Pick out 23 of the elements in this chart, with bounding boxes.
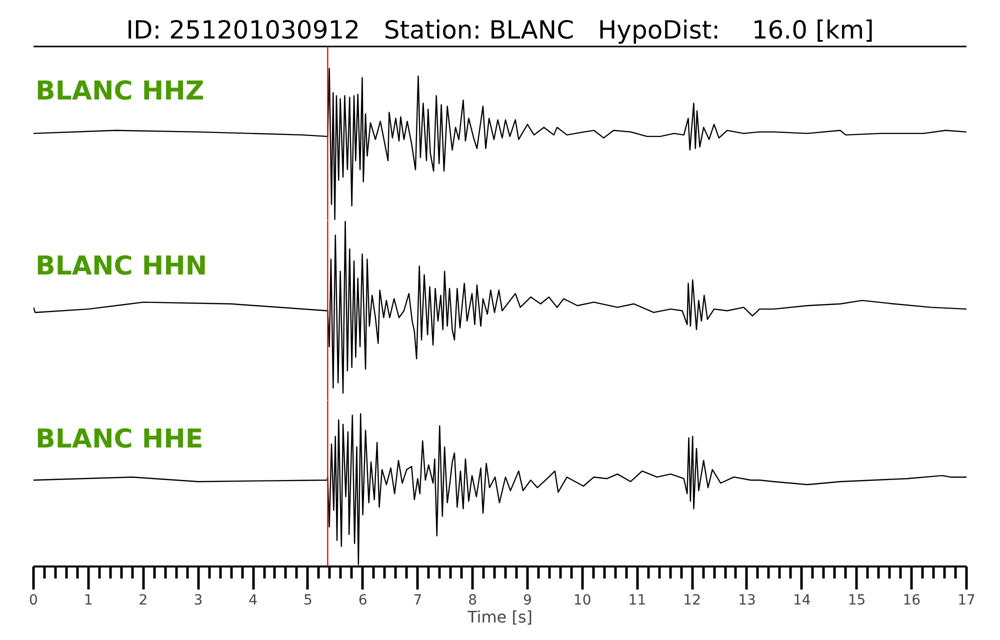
x-tick-label: 8 bbox=[468, 592, 478, 608]
x-tick-label: 15 bbox=[848, 592, 866, 608]
chart-title: ID: 251201030912 Station: BLANC HypoDist: 16.0 [km] bbox=[126, 16, 874, 44]
x-tick-label: 5 bbox=[303, 592, 312, 608]
x-tick-label: 0 bbox=[29, 592, 38, 608]
x-tick-label: 17 bbox=[958, 592, 976, 608]
series-label: BLANC HHZ bbox=[36, 76, 204, 106]
x-tick-label: 7 bbox=[413, 592, 422, 608]
x-tick-label: 4 bbox=[248, 592, 258, 608]
x-tick-label: 16 bbox=[902, 592, 921, 608]
series-label: BLANC HHN bbox=[36, 252, 208, 282]
x-tick-label: 13 bbox=[738, 592, 756, 608]
x-tick-label: 2 bbox=[138, 592, 148, 608]
x-tick-label: 3 bbox=[194, 592, 203, 608]
series-label: BLANC HHE bbox=[36, 424, 204, 454]
x-tick-label: 9 bbox=[522, 592, 532, 608]
x-tick-label: 1 bbox=[84, 592, 93, 608]
x-tick-label: 10 bbox=[573, 592, 592, 608]
x-tick-label: 12 bbox=[683, 592, 702, 608]
x-tick-label: 6 bbox=[358, 592, 368, 608]
x-axis-title: Time [s] bbox=[466, 608, 533, 626]
x-tick-label: 14 bbox=[792, 592, 811, 608]
x-tick-label: 11 bbox=[628, 592, 646, 608]
